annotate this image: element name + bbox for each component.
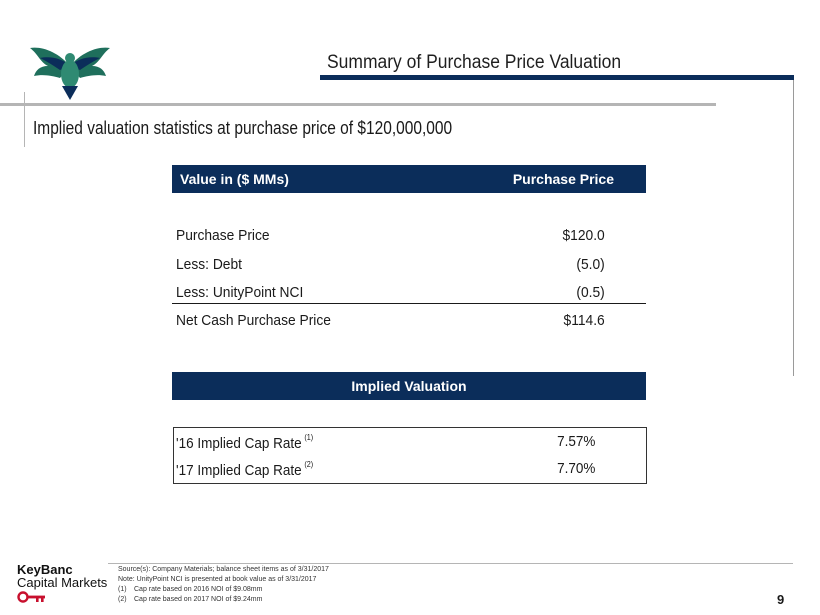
footer-divider (108, 563, 793, 564)
footnote-1: (1) Cap rate based on 2016 NOI of $9.08mm (118, 586, 263, 593)
header-divider (0, 103, 716, 106)
left-tick-divider (24, 92, 25, 147)
page-number: 9 (777, 592, 785, 607)
footnote-marker: (2) (304, 460, 314, 469)
implied-valuation-header: Implied Valuation (172, 372, 646, 400)
cap-rate-row: '17 Implied Cap Rate (2) 7.70% (176, 460, 595, 480)
brand-subname: Capital Markets (17, 575, 108, 590)
brand-name: KeyBanc (17, 562, 73, 577)
cap-rate-value: 7.70% (557, 460, 596, 477)
table-row-total: Net Cash Purchase Price $114.6 (176, 312, 605, 332)
row-value: (0.5) (576, 284, 605, 301)
footnote-2: (2) Cap rate based on 2017 NOI of $9.24mm (118, 596, 263, 603)
row-label: Less: UnityPoint NCI (176, 284, 304, 301)
column-header-value: Purchase Price (512, 171, 614, 187)
total-rule (172, 303, 646, 304)
table-row: Less: UnityPoint NCI (0.5) (176, 284, 605, 304)
page-subtitle: Implied valuation statistics at purchase… (33, 118, 453, 138)
cap-rate-label: '16 Implied Cap Rate (1) (176, 433, 314, 452)
key-logo-icon (17, 591, 45, 603)
column-header-label: Value in ($ MMs) (180, 171, 289, 187)
phoenix-logo-icon (30, 47, 110, 100)
cap-rate-box (173, 427, 647, 484)
row-label: Purchase Price (176, 227, 270, 244)
page-title: Summary of Purchase Price Valuation (327, 52, 622, 73)
valuation-table-header: Value in ($ MMs) Purchase Price (172, 165, 646, 193)
row-value: $120.0 (562, 227, 605, 244)
title-underline (320, 75, 794, 80)
cap-rate-label: '17 Implied Cap Rate (2) (176, 460, 314, 479)
row-label: Less: Debt (176, 256, 242, 273)
footnote-marker: (1) (304, 433, 314, 442)
row-value: (5.0) (576, 256, 605, 273)
row-value: $114.6 (563, 312, 605, 329)
cap-rate-value: 7.57% (557, 433, 596, 450)
general-note: Note: UnityPoint NCI is presented at boo… (118, 576, 317, 583)
cap-rate-row: '16 Implied Cap Rate (1) 7.57% (176, 433, 595, 453)
right-divider (793, 80, 794, 376)
table-row: Purchase Price $120.0 (176, 227, 605, 247)
table-row: Less: Debt (5.0) (176, 256, 605, 276)
source-note: Source(s): Company Materials; balance sh… (118, 566, 329, 573)
row-label: Net Cash Purchase Price (176, 312, 331, 329)
